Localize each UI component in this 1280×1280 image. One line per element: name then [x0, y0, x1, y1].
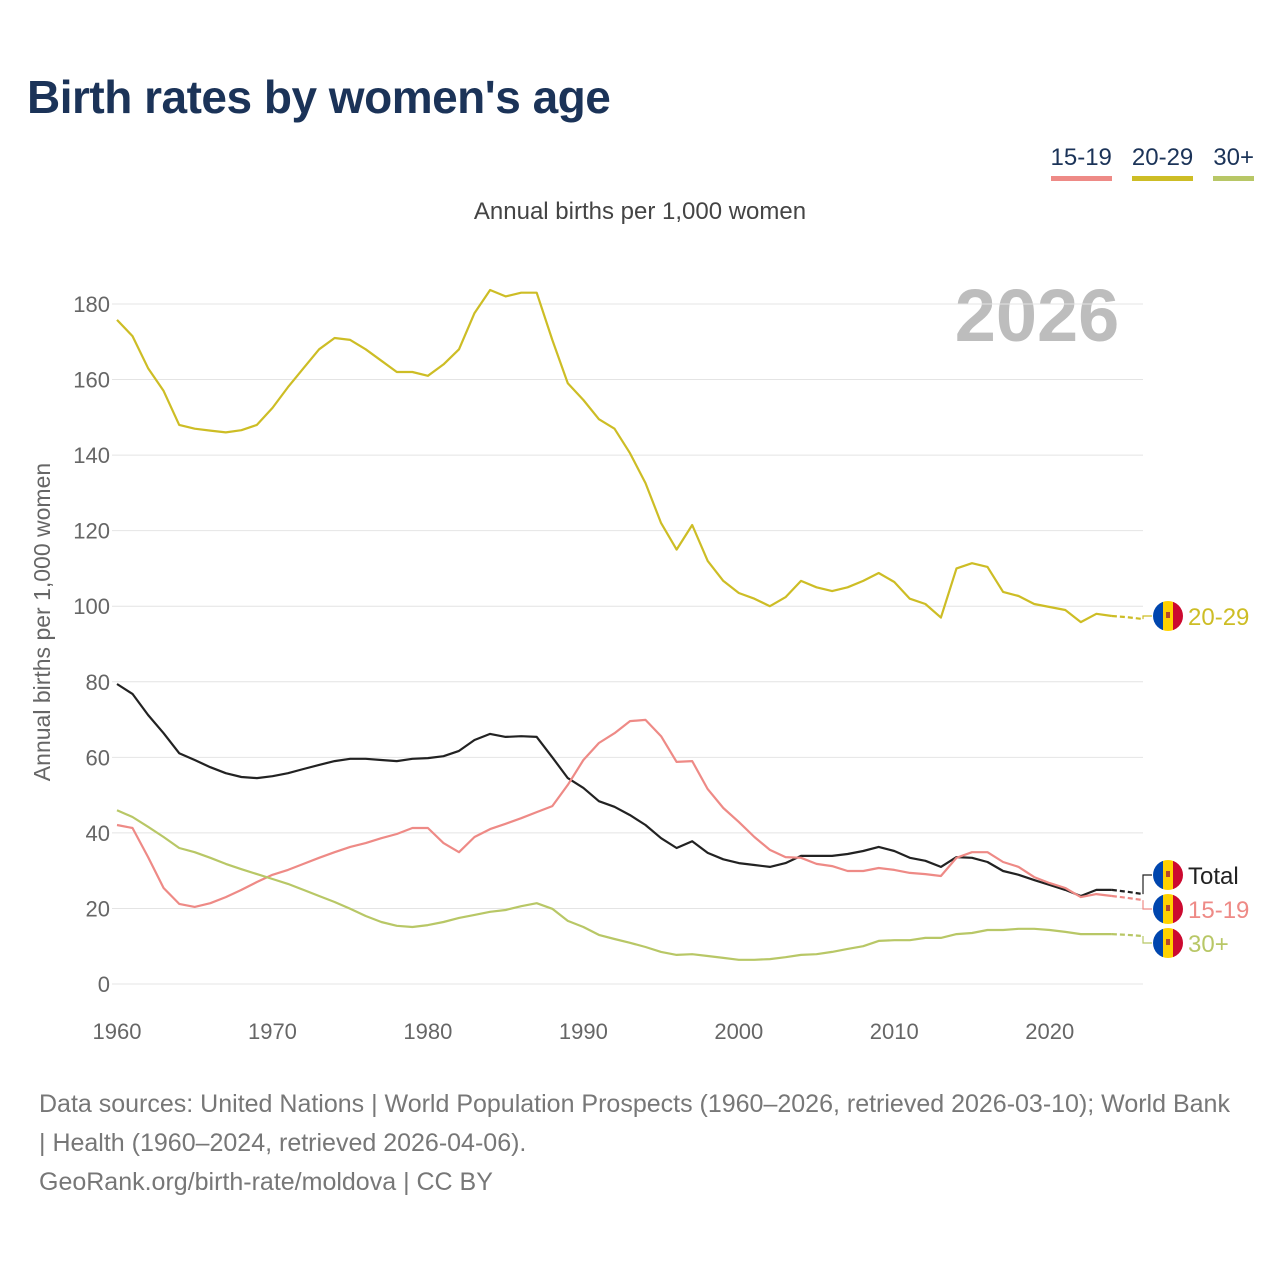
flag-red [1173, 860, 1183, 890]
flag-emblem [1166, 905, 1170, 911]
end-label-30-plus: 30+ [1188, 931, 1229, 958]
credit-link[interactable]: GeoRank.org/birth-rate/moldova | CC BY [39, 1168, 493, 1196]
y-tick-label: 100 [73, 594, 110, 619]
series-line-total-projection [1111, 888, 1144, 896]
y-tick-label: 180 [73, 292, 110, 317]
data-sources: Data sources: United Nations | World Pop… [39, 1090, 1230, 1157]
flag-emblem [1166, 939, 1170, 945]
legend-item-15-19[interactable]: 15-19 [1050, 144, 1112, 181]
x-tick-label: 2000 [714, 1019, 763, 1044]
end-label-20-29: 20-29 [1188, 604, 1249, 631]
series-line-30-plus-projection [1111, 933, 1144, 938]
y-axis-label: Annual births per 1,000 women [29, 463, 55, 781]
flag-red [1173, 928, 1183, 958]
flag-stripes [1153, 601, 1183, 631]
y-tick-label: 140 [73, 443, 110, 468]
moldova-flag-icon [1153, 928, 1183, 958]
year-watermark: 2026 [955, 274, 1120, 357]
y-tick-label: 40 [86, 821, 110, 846]
y-tick-label: 120 [73, 519, 110, 544]
y-tick-label: 160 [73, 368, 110, 393]
flag-stripes [1153, 894, 1183, 924]
moldova-flag-icon [1153, 894, 1183, 924]
chart-title: Birth rates by women's age [27, 71, 611, 123]
label-connector [1142, 615, 1152, 620]
moldova-flag-icon [1153, 601, 1183, 631]
end-label-15-19: 15-19 [1188, 897, 1249, 924]
footer: Data sources: United Nations | World Pop… [39, 1085, 1239, 1202]
x-tick-label: 1970 [248, 1019, 297, 1044]
flag-stripes [1153, 860, 1183, 890]
y-tick-label: 0 [98, 972, 110, 997]
flag-blue [1153, 894, 1163, 924]
x-tick-label: 1990 [559, 1019, 608, 1044]
x-tick-label: 1960 [93, 1019, 142, 1044]
label-connector [1142, 874, 1152, 895]
moldova-flag-icon [1153, 860, 1183, 890]
x-tick-label: 2020 [1025, 1019, 1074, 1044]
flag-blue [1153, 860, 1163, 890]
flag-red [1173, 601, 1183, 631]
x-tick-label: 1980 [403, 1019, 452, 1044]
y-tick-label: 20 [86, 896, 110, 921]
legend-item-30-plus[interactable]: 30+ [1213, 144, 1254, 181]
x-tick-label: 2010 [870, 1019, 919, 1044]
flag-emblem [1166, 871, 1170, 877]
flag-blue [1153, 928, 1163, 958]
flag-emblem [1166, 612, 1170, 618]
flag-blue [1153, 601, 1163, 631]
flag-stripes [1153, 928, 1183, 958]
y-tick-label: 60 [86, 745, 110, 770]
series-line-30-plus [116, 809, 1112, 961]
end-label-total: Total [1188, 863, 1239, 890]
series-line-15-19-projection [1111, 894, 1144, 902]
flag-red [1173, 894, 1183, 924]
series-line-20-29-projection [1111, 614, 1144, 621]
series-line-20-29 [116, 288, 1113, 624]
y-tick-label: 80 [86, 670, 110, 695]
label-connector [1142, 936, 1152, 944]
legend-item-20-29[interactable]: 20-29 [1131, 144, 1194, 181]
legend: 15-19 20-29 30+ [1050, 144, 1254, 181]
series-line-total [116, 683, 1112, 898]
label-connector [1142, 900, 1152, 910]
chart-subtitle: Annual births per 1,000 women [473, 198, 807, 225]
series-line-15-19 [116, 718, 1113, 909]
